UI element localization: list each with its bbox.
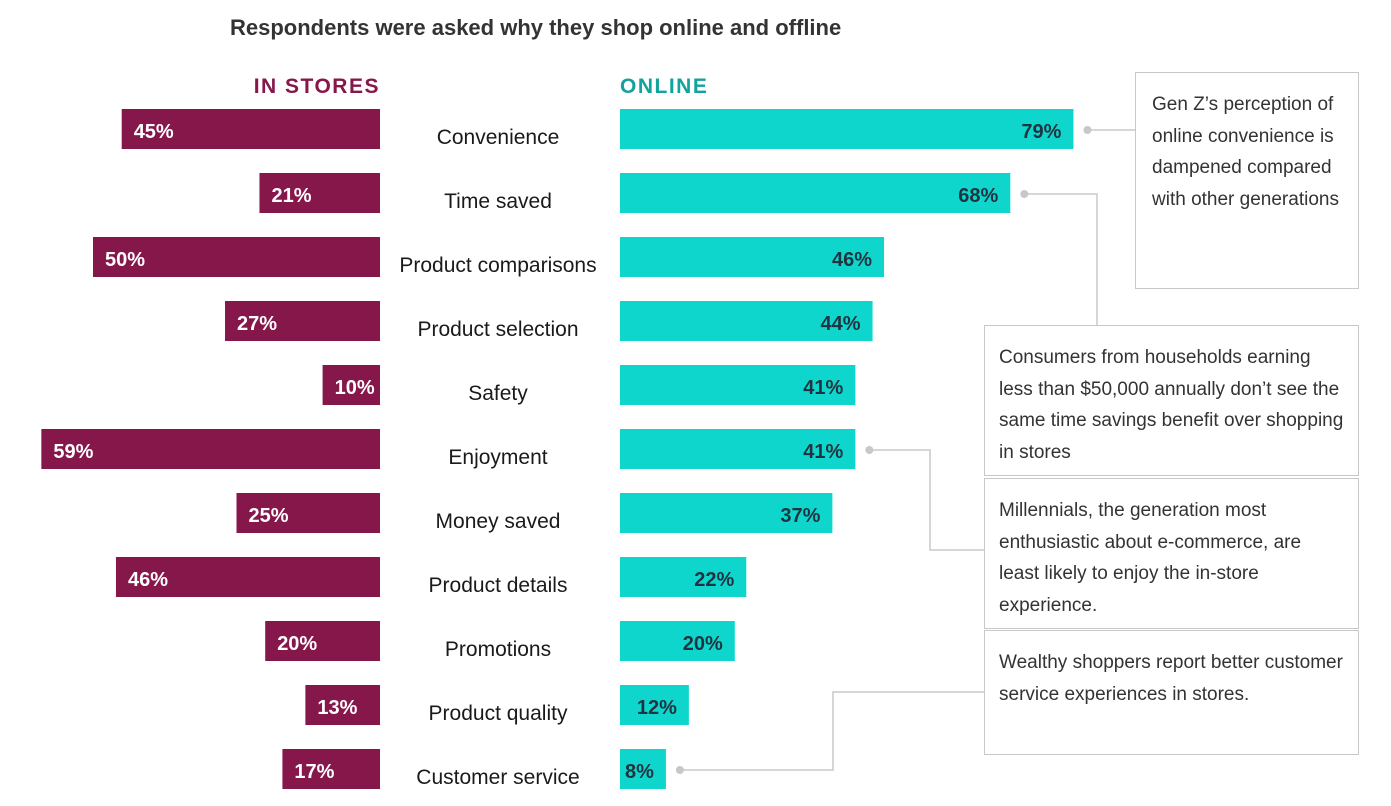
label-in-stores-money-saved: 25% [249,505,289,527]
label-online-product-details: 22% [694,569,734,591]
bar-in-stores-money-saved [236,493,380,533]
category-label-safety: Safety [468,382,528,405]
bar-online-product-details [620,557,747,597]
label-in-stores-product-comparisons: 50% [105,249,145,271]
bar-online-product-comparisons [620,237,885,277]
label-in-stores-enjoyment: 59% [53,441,93,463]
connector-line-time-saved [1024,193,1098,325]
connector-dot-customer-service [675,766,684,774]
category-label-product-comparisons: Product comparisons [399,254,596,277]
category-label-product-details: Product details [429,574,568,597]
bar-online-enjoyment [620,429,856,469]
bar-in-stores-time-saved [259,173,380,213]
chart-title: Respondents were asked why they shop onl… [230,15,841,40]
label-in-stores-promotions: 20% [277,633,317,655]
connector-line-enjoyment [869,449,984,551]
category-label-enjoyment: Enjoyment [448,446,547,469]
label-online-safety: 41% [803,377,843,399]
label-online-promotions: 20% [683,633,723,655]
label-online-convenience: 79% [1021,121,1061,143]
category-label-customer-service: Customer service [416,766,579,789]
category-label-promotions: Promotions [445,638,551,661]
bar-in-stores-promotions [265,621,380,661]
connector-dot-convenience [1083,126,1092,134]
label-in-stores-product-selection: 27% [237,313,277,335]
bar-online-promotions [620,621,735,661]
category-label-money-saved: Money saved [436,510,561,533]
bar-online-convenience [620,109,1074,149]
label-in-stores-product-details: 46% [128,569,168,591]
bar-online-money-saved [620,493,833,533]
legend-in-stores: IN STORES [254,75,380,98]
label-online-customer-service: 8% [625,761,654,783]
label-in-stores-safety: 10% [335,377,375,399]
label-online-product-selection: 44% [821,313,861,335]
label-online-product-comparisons: 46% [832,249,872,271]
label-online-enjoyment: 41% [803,441,843,463]
bars-group: 45% 79% Convenience 21% 68% Time saved 50% 46% P… [41,109,1074,789]
bar-online-time-saved [620,173,1011,213]
label-in-stores-product-quality: 13% [317,697,357,719]
annotation-wealthy-customer-service: Wealthy shoppers report better customer … [984,630,1359,755]
label-in-stores-convenience: 45% [134,121,174,143]
bar-in-stores-product-details [115,557,381,597]
connector-dot-enjoyment [865,446,874,454]
bar-online-customer-service [620,749,666,789]
label-in-stores-customer-service: 17% [294,761,334,783]
annotation-connectors [675,126,1135,774]
category-label-convenience: Convenience [437,126,560,149]
category-label-time-saved: Time saved [444,190,552,213]
label-online-money-saved: 37% [780,505,820,527]
bar-online-product-selection [620,301,873,341]
annotation-millennials-enjoyment: Millennials, the generation most enthusi… [984,478,1359,629]
bar-in-stores-convenience [121,109,380,149]
bar-in-stores-product-comparisons [93,237,380,277]
label-in-stores-time-saved: 21% [271,185,311,207]
bar-online-safety [620,365,856,405]
bar-in-stores-product-quality [305,685,380,725]
category-label-product-quality: Product quality [429,702,568,725]
label-online-product-quality: 12% [637,697,677,719]
bar-in-stores-customer-service [282,749,380,789]
legend-online: ONLINE [620,75,708,98]
connector-line-customer-service [679,691,984,771]
bar-in-stores-product-selection [225,301,380,341]
label-online-time-saved: 68% [958,185,998,207]
bar-in-stores-safety [322,365,380,405]
bar-online-product-quality [620,685,689,725]
annotation-income-time-saved: Consumers from households earning less t… [984,325,1359,476]
annotation-gen-z-convenience: Gen Z’s perception of online convenience… [1135,72,1359,289]
category-label-product-selection: Product selection [417,318,578,341]
bar-in-stores-enjoyment [41,429,381,469]
connector-dot-time-saved [1020,190,1029,198]
